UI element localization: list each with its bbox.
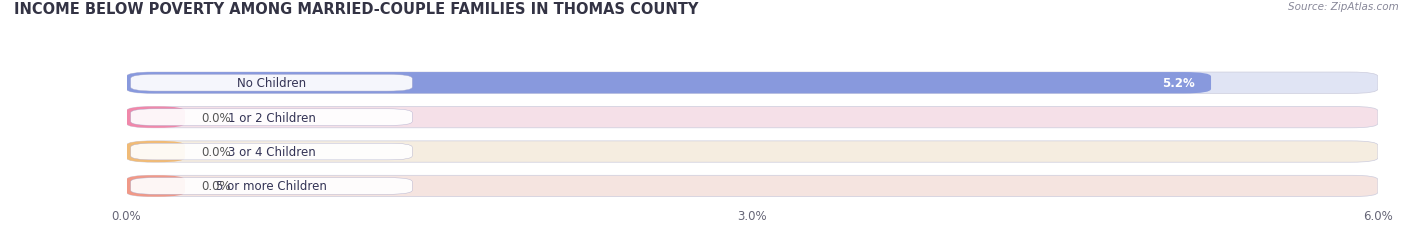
FancyBboxPatch shape xyxy=(127,141,1378,162)
FancyBboxPatch shape xyxy=(127,176,1378,197)
FancyBboxPatch shape xyxy=(131,144,412,160)
Text: 5 or more Children: 5 or more Children xyxy=(217,180,328,193)
FancyBboxPatch shape xyxy=(131,178,412,195)
FancyBboxPatch shape xyxy=(127,141,186,162)
FancyBboxPatch shape xyxy=(127,73,1378,94)
Text: 0.0%: 0.0% xyxy=(201,145,231,158)
Text: 5.2%: 5.2% xyxy=(1161,77,1194,90)
FancyBboxPatch shape xyxy=(131,75,412,92)
FancyBboxPatch shape xyxy=(127,107,186,128)
Text: INCOME BELOW POVERTY AMONG MARRIED-COUPLE FAMILIES IN THOMAS COUNTY: INCOME BELOW POVERTY AMONG MARRIED-COUPL… xyxy=(14,2,699,17)
Text: 1 or 2 Children: 1 or 2 Children xyxy=(228,111,315,124)
Text: No Children: No Children xyxy=(238,77,307,90)
Text: 0.0%: 0.0% xyxy=(201,111,231,124)
Text: 0.0%: 0.0% xyxy=(201,180,231,193)
FancyBboxPatch shape xyxy=(127,73,1211,94)
FancyBboxPatch shape xyxy=(127,176,186,197)
FancyBboxPatch shape xyxy=(131,109,412,126)
Text: Source: ZipAtlas.com: Source: ZipAtlas.com xyxy=(1288,2,1399,12)
Text: 3 or 4 Children: 3 or 4 Children xyxy=(228,145,315,158)
FancyBboxPatch shape xyxy=(127,107,1378,128)
